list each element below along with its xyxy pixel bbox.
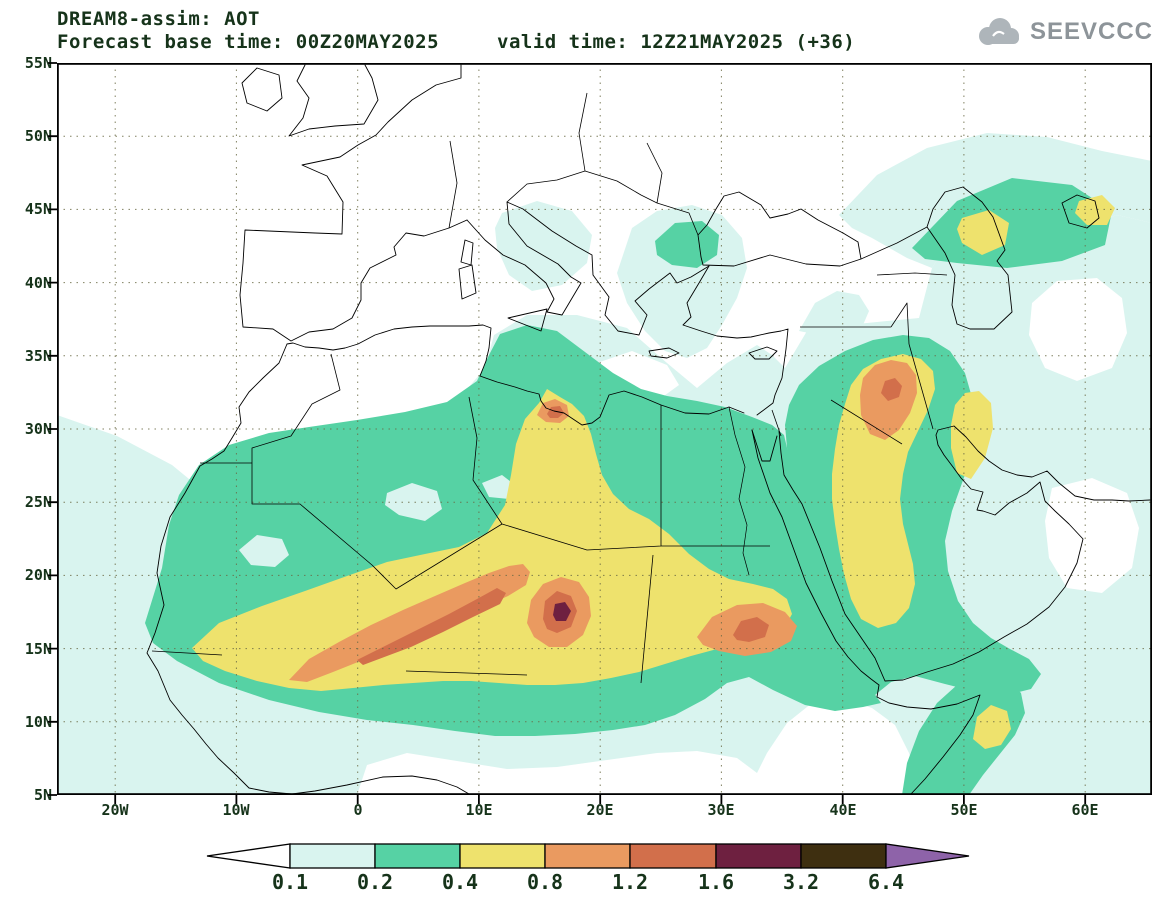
aot-region-adriatic [495,201,592,291]
aot-red-mali-niger [357,588,506,665]
aot-region-east-turkey [799,291,869,333]
colorbar-seg-02-04 [374,843,461,869]
aot-yellow-sahel [192,389,792,691]
colorbar-tick-label: 0.1 [271,870,309,894]
borders-layer [151,92,948,684]
aot-field-layer [57,133,1152,795]
aot-yellow-mideast [832,354,935,628]
aot-yellow-somalia [973,705,1011,749]
coast-caspian-sea [926,186,1013,330]
lon-tick-label: 10W [222,801,250,819]
colorbar-seg-16-32 [715,843,802,869]
lon-tick-label: 40E [829,801,857,819]
cloud-icon [978,18,1019,45]
lat-tick-label: 40N [24,274,52,292]
aot-red-libya [547,406,564,418]
aot-orange-mali-niger [289,564,530,682]
lat-tick-label: 20N [24,566,52,584]
aot-green-somalia [902,675,1025,795]
seevccc-logo: SEEVCCC [973,16,1153,48]
lon-tick-label: 10E [465,801,493,819]
valid-time-label: valid time: 12Z21MAY2025 (+36) [497,31,856,53]
colorbar-arrow-high [885,843,970,869]
coast-britain-ireland [241,64,379,137]
lon-tick-label: 20E [586,801,614,819]
lat-ticks [48,62,57,796]
logo-text: SEEVCCC [1029,18,1153,45]
country-borders [151,92,948,684]
plot-title: DREAM8-assim: AOT [57,8,260,30]
lon-ticks [114,795,1087,804]
colorbar-arrow-low [206,843,291,869]
colorbar-tick-label: 0.4 [441,870,479,894]
colorbar-tick-label: 1.2 [611,870,649,894]
colorbar-tick-label: 6.4 [867,870,905,894]
graticule-layer [57,63,1152,795]
aot-clear-se-arabia [1045,478,1139,593]
aot-cyan-hole-3 [482,475,515,499]
aot-green-caspian [912,178,1112,268]
colorbar-seg-04-08 [459,843,546,869]
aot-red-iraq [881,378,902,401]
colorbar [206,843,970,869]
colorbar-tick-label: 0.2 [356,870,394,894]
coast-anatolia-levant-nafrica [146,265,789,795]
lat-tick-label: 5N [33,786,52,804]
colorbar-tick-label: 3.2 [782,870,820,894]
nile-river [728,406,750,576]
lon-tick-label: 20W [101,801,129,819]
coast-iberia-france [239,64,468,342]
lon-tick-label: 50E [950,801,978,819]
lat-tick-label: 50N [24,127,52,145]
lat-tick-label: 25N [24,493,52,511]
map-frame [56,62,1152,796]
lat-tick-label: 30N [24,420,52,438]
plot-subtitle: Forecast base time: 00Z20MAY2025 valid t… [57,31,855,53]
colorbar-seg-12-16 [629,843,717,869]
aot-clear-south-band [357,698,919,795]
lon-tick-label: 30E [707,801,735,819]
colorbar-tick-label: 0.8 [526,870,564,894]
aot-red-sudan [733,617,769,642]
aot-cyan-hole-2 [239,535,289,567]
lat-tick-label: 10N [24,713,52,731]
coast-black-sea [697,191,862,267]
aot-yellow-caspian-1 [957,210,1009,255]
colorbar-tick-label: 1.6 [697,870,735,894]
aot-yellow-caspian-2 [1075,195,1115,225]
colorbar-seg-08-12 [544,843,631,869]
map-canvas [48,62,1152,804]
coast-italy-adriatic-greece [466,201,710,336]
lat-tick-label: 45N [24,200,52,218]
coastlines-layer [146,64,1151,795]
aot-maroon-chad-bodele [553,602,571,621]
graticule-parallels [57,135,1152,723]
colorbar-seg-32-64 [800,843,887,869]
lon-tick-label: 0 [353,801,363,819]
lat-tick-label: 35N [24,347,52,365]
lat-tick-label: 55N [24,54,52,72]
aot-cyan-hole-1 [385,483,442,521]
aot-green-balkans [655,221,719,268]
coast-redsea-arabia-gulf [751,425,1151,795]
aot-clear-iran [1029,278,1127,381]
aot-yellow-sw-iran [951,391,993,479]
colorbar-seg-01-02 [289,843,376,869]
lon-tick-label: 60E [1071,801,1099,819]
coast-islands-aral [458,194,1100,360]
frame-layer [48,62,1152,804]
lat-tick-label: 15N [24,640,52,658]
base-time-label: Forecast base time: 00Z20MAY2025 [57,31,440,53]
